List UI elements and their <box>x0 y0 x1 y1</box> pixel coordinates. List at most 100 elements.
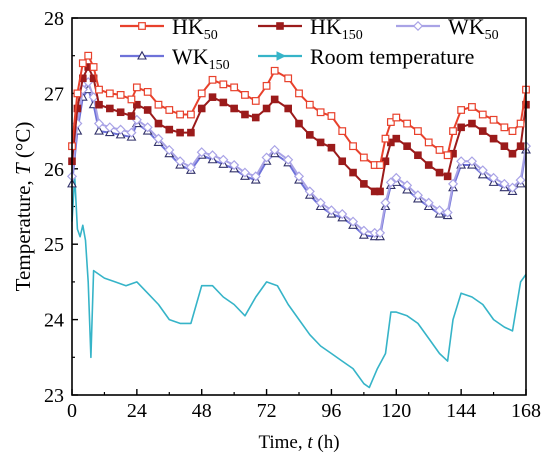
data-point <box>508 127 517 136</box>
data-point <box>94 125 104 135</box>
data-point <box>207 150 218 161</box>
data-point <box>219 98 228 107</box>
data-point <box>488 172 499 183</box>
data-point <box>154 119 163 128</box>
x-tick-label: 144 <box>446 400 476 422</box>
data-point <box>305 100 314 109</box>
data-point <box>424 161 433 169</box>
data-point <box>284 74 293 83</box>
data-point <box>239 167 251 178</box>
data-point <box>208 75 217 84</box>
legend-label: HK150 <box>310 14 363 43</box>
data-point <box>499 178 510 189</box>
data-point <box>142 122 153 133</box>
data-point <box>116 108 125 117</box>
data-point <box>116 91 125 99</box>
data-point <box>412 20 424 32</box>
data-point <box>127 95 136 104</box>
data-point <box>295 89 303 98</box>
data-point <box>137 50 147 60</box>
x-tick-label: 96 <box>321 400 341 422</box>
data-point <box>337 208 348 220</box>
data-point <box>261 152 272 163</box>
data-point <box>84 51 93 60</box>
data-point <box>106 104 114 113</box>
plot-frame <box>71 17 527 396</box>
data-point <box>516 119 525 128</box>
data-point <box>295 119 303 128</box>
data-point <box>500 123 509 132</box>
data-point <box>468 119 476 128</box>
data-point <box>316 108 325 117</box>
data-point <box>95 85 103 94</box>
data-point <box>143 106 152 114</box>
series-0 <box>68 51 530 169</box>
data-point <box>187 128 195 137</box>
data-point <box>197 104 206 113</box>
data-point <box>489 134 498 143</box>
axes-ticks <box>71 17 527 396</box>
data-point <box>478 127 487 135</box>
data-point <box>392 113 401 122</box>
data-point <box>276 51 287 61</box>
data-point <box>349 142 357 151</box>
data-point <box>435 146 444 154</box>
data-point <box>349 168 357 177</box>
data-point <box>376 187 384 196</box>
data-point <box>477 165 488 176</box>
data-point <box>78 59 87 68</box>
data-point <box>230 83 239 92</box>
y-axis-label: Temperature, T (°C) <box>11 122 35 292</box>
data-point <box>306 131 314 139</box>
data-point <box>414 151 422 160</box>
data-point <box>385 177 396 188</box>
series-4 <box>71 175 527 389</box>
data-point <box>164 144 175 155</box>
legend: HK50 HK150 WK50 WK150 Room temperature <box>120 14 499 73</box>
data-point <box>391 172 402 183</box>
data-point <box>442 207 453 218</box>
data-point <box>456 156 467 167</box>
y-tick-label: 24 <box>44 310 64 332</box>
data-point <box>315 197 326 208</box>
data-point <box>93 118 105 129</box>
data-point <box>241 91 249 99</box>
data-point <box>508 149 517 158</box>
data-point <box>392 134 401 143</box>
data-point <box>424 138 433 147</box>
data-point <box>507 182 518 193</box>
data-point <box>229 159 240 171</box>
data-point <box>89 63 98 71</box>
data-point <box>358 225 369 236</box>
data-point <box>241 110 249 119</box>
data-point <box>283 154 294 165</box>
data-point <box>219 80 228 89</box>
data-point <box>435 168 444 177</box>
data-point <box>443 151 452 160</box>
data-point <box>230 104 238 113</box>
legend-label: WK150 <box>172 44 230 73</box>
x-tick-label: 48 <box>192 400 212 422</box>
legend-label: WK50 <box>448 14 499 43</box>
data-point <box>262 81 271 90</box>
data-point <box>95 100 103 109</box>
data-point <box>412 190 423 201</box>
data-point <box>478 110 487 119</box>
data-point <box>468 103 476 111</box>
data-point <box>105 89 114 98</box>
data-point <box>187 110 195 119</box>
data-point <box>250 171 261 182</box>
data-point <box>338 127 347 136</box>
data-point <box>132 83 141 92</box>
data-point <box>457 123 465 132</box>
data-point <box>457 106 466 114</box>
data-point <box>403 142 411 150</box>
data-point <box>327 112 336 120</box>
data-point <box>276 22 284 30</box>
x-tick-label: 120 <box>381 400 411 422</box>
data-point <box>185 162 196 173</box>
data-point <box>251 97 260 105</box>
y-tick-label: 23 <box>44 385 64 407</box>
data-point <box>176 128 184 137</box>
